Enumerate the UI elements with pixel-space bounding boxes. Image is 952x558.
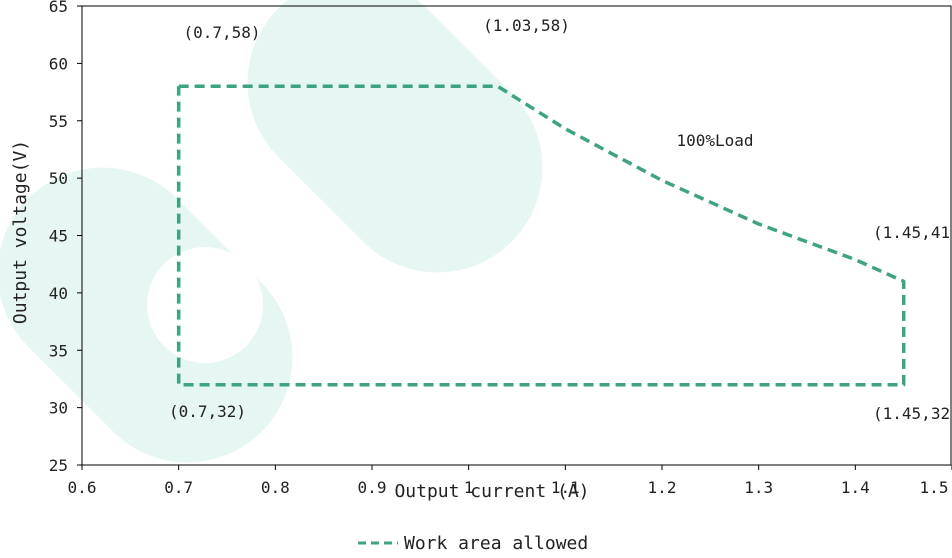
x-tick-label: 1.5 [920, 478, 949, 497]
y-tick-label: 60 [49, 54, 68, 73]
x-axis-title: Output current (A) [394, 481, 589, 502]
y-axis-title: Output voltage(V) [10, 140, 31, 324]
x-tick-label: 1 [464, 478, 474, 497]
point-annotation: 100%Load [677, 131, 754, 150]
y-tick-label: 40 [49, 284, 68, 303]
x-tick-label: 1.4 [841, 478, 870, 497]
point-annotations: (0.7,58) (1.03,58) 100%Load (1.45,41) (0.7,3… [169, 16, 952, 423]
series-line-work-area [176, 84, 906, 387]
legend-label: Work area allowed [404, 533, 588, 554]
point-annotation: (1.45,41) [873, 223, 952, 242]
y-tick-label: 65 [49, 0, 68, 16]
y-tick-label: 35 [49, 341, 68, 360]
x-tick-label: 0.9 [358, 478, 387, 497]
x-tick-label: 1.3 [744, 478, 773, 497]
y-tick-label: 55 [49, 112, 68, 131]
x-tick-label: 1.2 [648, 478, 677, 497]
point-annotation: (0.7,32) [169, 402, 246, 421]
x-tick-label: 0.8 [261, 478, 290, 497]
series-layer [176, 84, 906, 387]
watermark-logo [0, 0, 543, 463]
point-annotation: (1.03,58) [483, 16, 570, 35]
point-annotation: (0.7,58) [184, 23, 261, 42]
x-axis-ticks: 0.6 0.7 0.8 0.9 1 1.1 1.2 1.3 1.4 1.5 [68, 465, 952, 497]
x-tick-label: 1.1 [551, 478, 580, 497]
y-axis-ticks: 25 30 35 40 45 50 55 60 65 [49, 0, 82, 475]
x-tick-label: 0.6 [68, 478, 97, 497]
y-tick-label: 25 [49, 456, 68, 475]
point-annotation: (1.45,32) [873, 404, 952, 423]
y-tick-label: 50 [49, 169, 68, 188]
legend: Work area allowed [358, 533, 588, 554]
y-tick-label: 30 [49, 399, 68, 418]
x-tick-label: 0.7 [164, 478, 193, 497]
y-tick-label: 45 [49, 227, 68, 246]
